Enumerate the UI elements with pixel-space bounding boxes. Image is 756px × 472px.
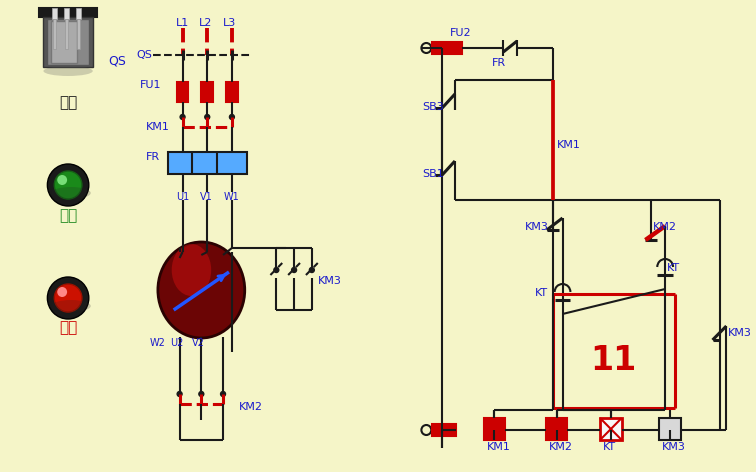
Text: KT: KT <box>535 288 548 298</box>
Bar <box>226 82 238 102</box>
Text: V1: V1 <box>200 192 213 202</box>
Text: 电源: 电源 <box>59 95 77 110</box>
Text: W1: W1 <box>224 192 240 202</box>
Ellipse shape <box>43 66 93 76</box>
Circle shape <box>274 268 279 272</box>
Text: KM3: KM3 <box>525 222 549 232</box>
Bar <box>177 82 188 102</box>
Bar <box>546 418 568 440</box>
Bar <box>168 152 246 174</box>
Text: KM2: KM2 <box>549 442 573 452</box>
Text: KT: KT <box>667 263 680 273</box>
Text: KM1: KM1 <box>146 122 170 132</box>
Text: V2: V2 <box>191 338 204 348</box>
Text: 启动: 启动 <box>59 208 77 223</box>
Ellipse shape <box>172 244 211 296</box>
Text: KT: KT <box>603 442 616 452</box>
Bar <box>201 82 213 102</box>
Bar <box>484 418 505 440</box>
Ellipse shape <box>57 287 67 297</box>
Bar <box>64 8 69 19</box>
Text: KM2: KM2 <box>653 222 677 232</box>
Bar <box>432 424 456 436</box>
Text: U2: U2 <box>170 338 183 348</box>
Ellipse shape <box>51 300 91 312</box>
Text: FR: FR <box>491 58 506 68</box>
Bar <box>39 8 97 17</box>
Text: W2: W2 <box>150 338 166 348</box>
Text: FU2: FU2 <box>450 28 472 38</box>
Circle shape <box>180 115 185 119</box>
Circle shape <box>177 391 182 396</box>
Text: KM3: KM3 <box>662 442 686 452</box>
Circle shape <box>205 115 209 119</box>
Circle shape <box>292 268 296 272</box>
Bar <box>43 17 93 67</box>
Text: 11: 11 <box>590 345 637 378</box>
Text: L3: L3 <box>223 18 237 28</box>
Ellipse shape <box>54 284 82 312</box>
Circle shape <box>309 268 314 272</box>
Ellipse shape <box>54 171 82 199</box>
Text: L1: L1 <box>175 18 189 28</box>
Text: QS: QS <box>136 50 152 60</box>
Circle shape <box>230 115 234 119</box>
Bar <box>48 19 88 65</box>
Bar <box>53 19 56 49</box>
Bar <box>51 21 77 63</box>
Text: KM1: KM1 <box>556 140 581 150</box>
Text: U1: U1 <box>175 192 189 202</box>
Text: KM3: KM3 <box>318 276 342 286</box>
Text: KM1: KM1 <box>487 442 510 452</box>
Bar <box>600 418 621 440</box>
Ellipse shape <box>51 187 91 199</box>
Bar <box>659 418 681 440</box>
Text: SB3: SB3 <box>423 102 444 112</box>
Ellipse shape <box>57 175 67 185</box>
Ellipse shape <box>48 164 88 206</box>
Text: FU1: FU1 <box>140 80 162 90</box>
Text: FR: FR <box>146 152 160 162</box>
Circle shape <box>199 391 204 396</box>
Text: KM2: KM2 <box>239 402 263 412</box>
Bar <box>77 19 80 49</box>
Ellipse shape <box>158 242 245 338</box>
Bar <box>432 42 462 54</box>
Bar <box>52 8 57 19</box>
Bar <box>65 19 68 49</box>
Ellipse shape <box>48 277 88 319</box>
Text: 停止: 停止 <box>59 320 77 335</box>
Text: L2: L2 <box>200 18 212 28</box>
Circle shape <box>221 391 225 396</box>
Text: SB1: SB1 <box>423 169 444 179</box>
Text: QS: QS <box>109 55 126 68</box>
Text: KM3: KM3 <box>728 328 752 338</box>
Bar <box>76 8 81 19</box>
